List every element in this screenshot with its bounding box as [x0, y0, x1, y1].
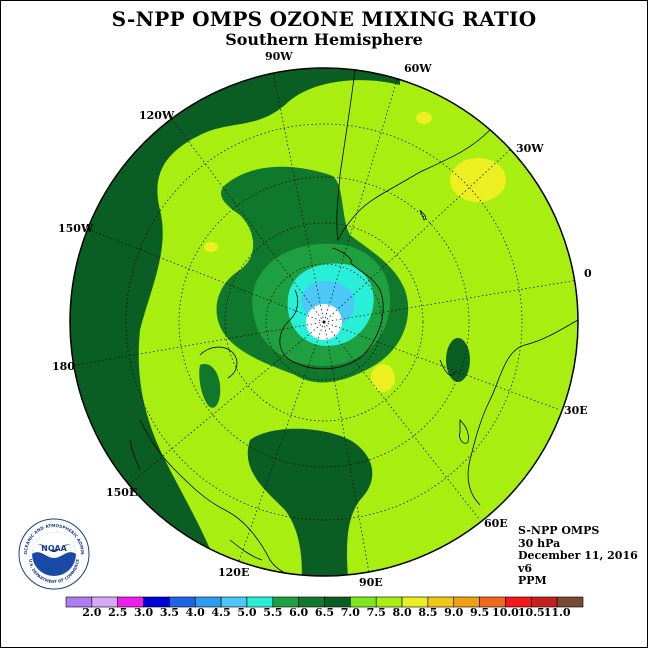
lon-label-120w: 120W	[139, 109, 175, 122]
field-7.0-7.5-outer-band	[70, 68, 400, 576]
noaa-logo: NATIONAL OCEANIC AND ATMOSPHERIC ADMINIS…	[18, 518, 90, 590]
lon-label-150e: 150E	[106, 486, 138, 499]
meridians	[70, 68, 578, 576]
field-7.0-7.5-east-patch	[446, 338, 470, 382]
lon-label-60w: 60W	[404, 62, 432, 75]
info-instrument: S-NPP OMPS	[518, 524, 600, 537]
field-7.0-7.5-lower-lobe	[247, 428, 373, 576]
info-date: December 11, 2016	[518, 549, 638, 562]
colorbar-tick-label: 6.0	[289, 606, 309, 619]
colorbar-tick-label: 7.5	[366, 606, 386, 619]
colorbar-tick-label: 10.0	[492, 606, 519, 619]
noaa-logo-text: NOAA	[41, 544, 67, 553]
lon-label-90e: 90E	[359, 576, 383, 589]
colorbar-tick-label: 2.0	[82, 606, 102, 619]
field-8.0-8.5-patch-c	[371, 364, 395, 392]
lon-label-60e: 60E	[484, 517, 508, 530]
info-version: v6	[518, 561, 533, 575]
lon-label-150w: 150W	[58, 222, 94, 235]
field-8.0-8.5-patch-a	[450, 158, 506, 202]
colorbar-tick-label: 9.5	[470, 606, 490, 619]
field-8.0-8.5-patch-d	[204, 242, 218, 252]
lon-label-30e: 30E	[564, 404, 588, 417]
colorbar-tick-label: 8.5	[418, 606, 438, 619]
colorbar-tick-label: 11.0	[543, 606, 571, 619]
colorbar-tick-label: 5.5	[263, 606, 283, 619]
colorbar-tick-label: 2.5	[108, 606, 128, 619]
lon-label-90w: 90W	[265, 50, 293, 63]
info-block: S-NPP OMPS 30 hPa December 11, 2016 v6 P…	[518, 524, 638, 588]
colorbar-tick-label: 4.0	[185, 606, 205, 619]
colorbar-tick-label: 10.5	[517, 606, 545, 619]
colorbar-tick-label: 3.0	[133, 606, 154, 619]
colorbar-tick-label: 9.0	[444, 606, 464, 619]
map-subtitle: Southern Hemisphere	[225, 30, 423, 49]
map-title: S-NPP OMPS OZONE MIXING RATIO	[111, 7, 537, 31]
colorbar-tick-label: 5.0	[237, 606, 257, 619]
map-boundary	[69, 67, 579, 577]
info-pressure: 30 hPa	[518, 536, 561, 550]
lon-label-120e: 120E	[218, 566, 250, 579]
info-units: PPM	[518, 574, 547, 587]
colorbar-tick-label: 3.5	[159, 606, 179, 619]
lon-label-30w: 30W	[516, 142, 544, 155]
latitude-circles	[125, 123, 523, 521]
colorbar-tick-label: 4.5	[211, 606, 231, 619]
lon-label-180: 180	[52, 360, 75, 373]
colorbar-tick-label: 7.0	[340, 606, 360, 619]
coastlines	[129, 69, 578, 576]
field-8.0-8.5-patch-b	[416, 112, 432, 124]
colorbar-tick-label: 8.0	[392, 606, 412, 619]
field-6.5-7.0-tongue	[199, 364, 221, 408]
lon-label-0: 0	[584, 267, 592, 280]
colorbar-tick-label: 6.5	[314, 606, 335, 619]
